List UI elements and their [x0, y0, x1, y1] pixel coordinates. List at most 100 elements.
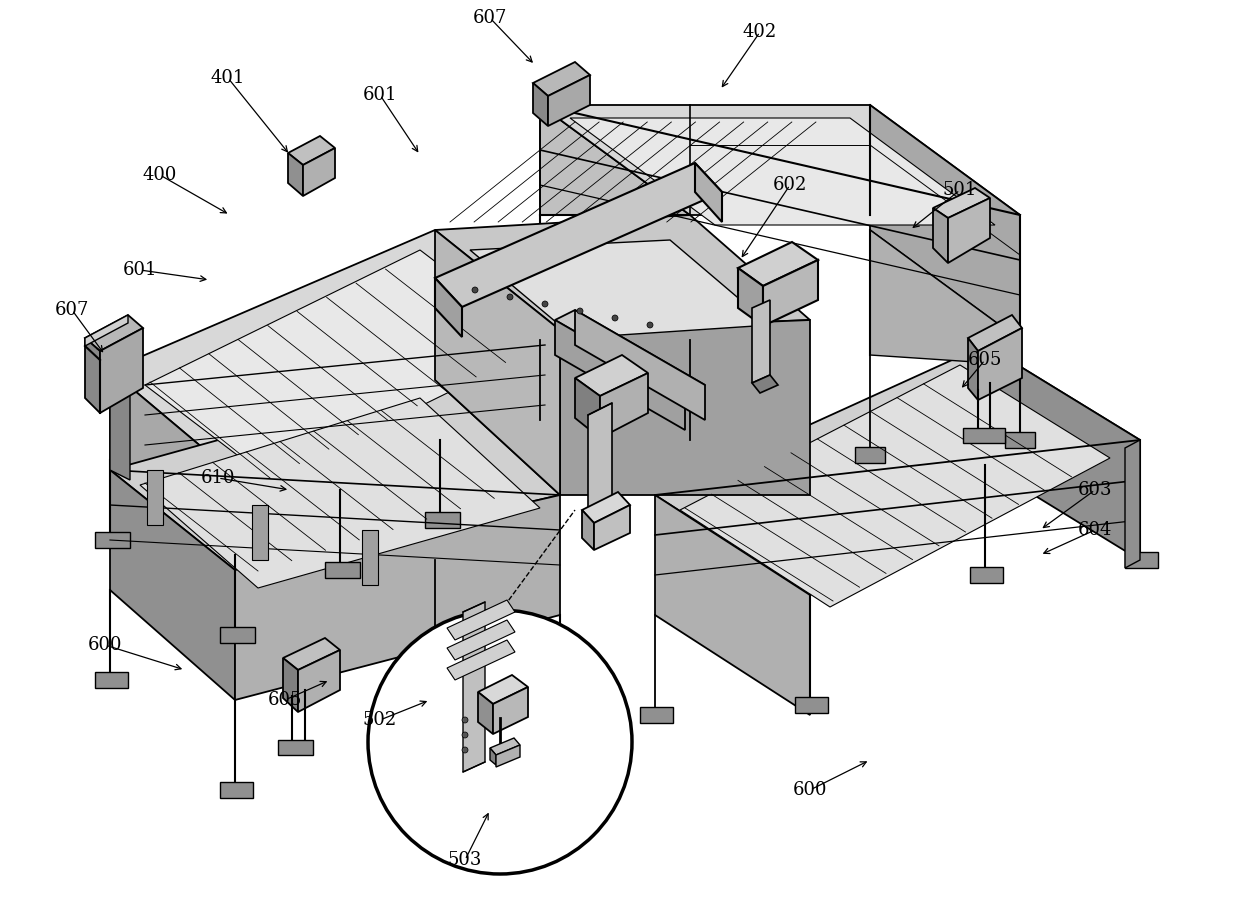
Polygon shape: [680, 365, 1110, 607]
Polygon shape: [470, 240, 770, 338]
Polygon shape: [600, 373, 649, 438]
Text: 601: 601: [363, 86, 397, 104]
Text: 605: 605: [967, 351, 1002, 369]
Text: 600: 600: [792, 781, 827, 799]
Polygon shape: [110, 370, 130, 480]
Polygon shape: [556, 320, 684, 430]
Circle shape: [472, 287, 477, 293]
Polygon shape: [435, 215, 810, 330]
Polygon shape: [570, 118, 994, 225]
Polygon shape: [325, 562, 360, 578]
Polygon shape: [494, 687, 528, 734]
Polygon shape: [856, 447, 885, 463]
Polygon shape: [582, 510, 594, 550]
Polygon shape: [978, 328, 1022, 400]
Circle shape: [507, 294, 513, 300]
Polygon shape: [738, 242, 818, 286]
Polygon shape: [560, 320, 810, 495]
Polygon shape: [446, 620, 515, 660]
Polygon shape: [496, 745, 520, 767]
Polygon shape: [556, 310, 706, 395]
Polygon shape: [655, 495, 810, 715]
Text: 402: 402: [743, 23, 777, 41]
Polygon shape: [236, 495, 560, 700]
Circle shape: [368, 610, 632, 874]
Polygon shape: [490, 748, 496, 765]
Polygon shape: [283, 658, 298, 712]
Polygon shape: [110, 370, 236, 570]
Text: 607: 607: [472, 9, 507, 27]
Polygon shape: [288, 153, 303, 196]
Polygon shape: [490, 738, 520, 755]
Polygon shape: [446, 640, 515, 680]
Polygon shape: [763, 260, 818, 326]
Polygon shape: [435, 278, 463, 337]
Text: 607: 607: [55, 301, 89, 319]
Polygon shape: [435, 230, 560, 495]
Polygon shape: [640, 707, 673, 723]
Polygon shape: [148, 470, 162, 525]
Polygon shape: [435, 163, 722, 307]
Polygon shape: [738, 268, 763, 326]
Text: 604: 604: [1078, 521, 1112, 539]
Polygon shape: [949, 198, 990, 263]
Polygon shape: [870, 230, 1021, 365]
Polygon shape: [968, 338, 978, 400]
Polygon shape: [582, 492, 630, 523]
Polygon shape: [413, 670, 455, 730]
Polygon shape: [539, 105, 689, 215]
Polygon shape: [398, 658, 455, 690]
Text: 605: 605: [268, 691, 303, 709]
Polygon shape: [86, 338, 100, 413]
Polygon shape: [303, 148, 335, 196]
Circle shape: [647, 322, 653, 328]
Polygon shape: [219, 782, 253, 798]
Text: 602: 602: [773, 176, 807, 194]
Polygon shape: [95, 532, 130, 548]
Polygon shape: [398, 678, 413, 730]
Circle shape: [542, 301, 548, 307]
Polygon shape: [594, 505, 630, 550]
Polygon shape: [110, 380, 560, 570]
Text: 401: 401: [211, 69, 246, 87]
Polygon shape: [870, 105, 1021, 340]
Polygon shape: [533, 62, 590, 96]
Polygon shape: [1004, 432, 1035, 448]
Text: 610: 610: [201, 469, 236, 487]
Polygon shape: [236, 330, 560, 570]
Text: 600: 600: [88, 636, 123, 654]
Polygon shape: [1125, 552, 1158, 568]
Polygon shape: [546, 697, 578, 713]
Polygon shape: [932, 208, 949, 263]
Text: 400: 400: [143, 166, 177, 184]
Polygon shape: [751, 300, 770, 383]
Polygon shape: [963, 428, 1004, 443]
Polygon shape: [298, 650, 340, 712]
Polygon shape: [420, 642, 453, 658]
Polygon shape: [463, 602, 485, 772]
Circle shape: [463, 732, 467, 738]
Polygon shape: [795, 697, 828, 713]
Polygon shape: [539, 105, 1021, 215]
Polygon shape: [932, 188, 990, 218]
Polygon shape: [548, 75, 590, 126]
Polygon shape: [278, 740, 312, 755]
Circle shape: [463, 717, 467, 723]
Polygon shape: [694, 163, 722, 222]
Polygon shape: [985, 345, 1140, 560]
Polygon shape: [86, 315, 143, 351]
Polygon shape: [110, 230, 560, 475]
Polygon shape: [219, 627, 255, 643]
Polygon shape: [288, 136, 335, 165]
Polygon shape: [425, 512, 460, 528]
Polygon shape: [575, 355, 649, 396]
Polygon shape: [477, 675, 528, 704]
Text: 502: 502: [363, 711, 397, 729]
Polygon shape: [95, 672, 128, 688]
Polygon shape: [100, 328, 143, 413]
Text: 603: 603: [1078, 481, 1112, 499]
Polygon shape: [110, 470, 236, 700]
Polygon shape: [1125, 440, 1140, 568]
Polygon shape: [252, 505, 268, 560]
Polygon shape: [751, 375, 777, 393]
